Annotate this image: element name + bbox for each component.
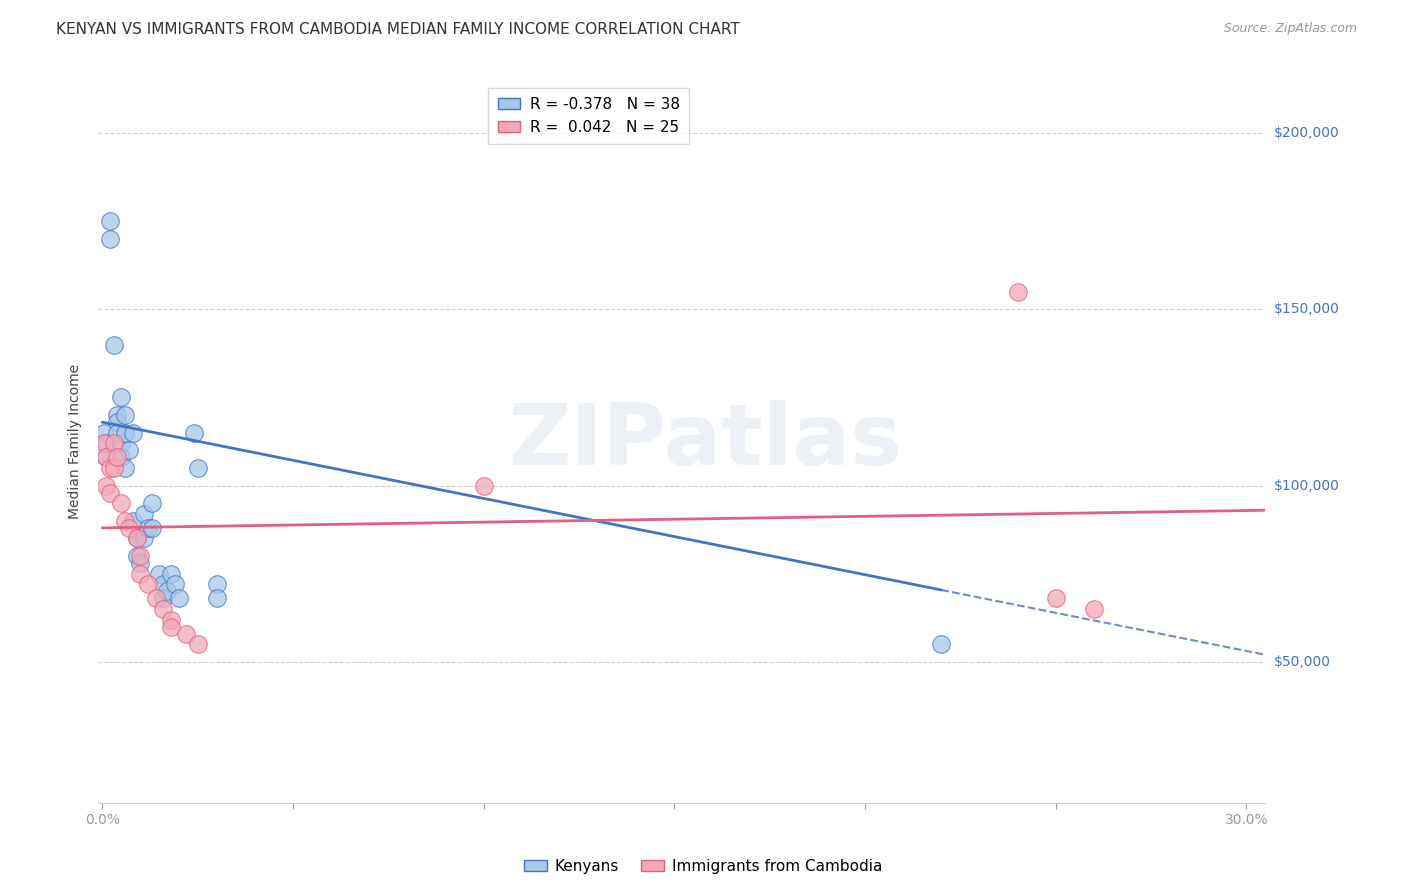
Point — [152, 591, 174, 606]
Point — [1083, 602, 1105, 616]
Text: $150,000: $150,000 — [1274, 302, 1340, 317]
Point — [160, 613, 183, 627]
Point — [107, 425, 129, 440]
Point — [183, 425, 205, 440]
Point — [136, 521, 159, 535]
Point — [160, 566, 183, 581]
Point — [107, 450, 129, 465]
Point — [145, 591, 167, 606]
Point — [94, 450, 117, 465]
Y-axis label: Median Family Income: Median Family Income — [69, 364, 83, 519]
Text: $100,000: $100,000 — [1274, 479, 1340, 492]
Point — [114, 425, 136, 440]
Point — [125, 549, 148, 563]
Point — [205, 591, 228, 606]
Point — [94, 478, 117, 492]
Point — [167, 591, 190, 606]
Point — [205, 577, 228, 591]
Point — [125, 532, 148, 546]
Point — [114, 514, 136, 528]
Point — [110, 450, 132, 465]
Point — [94, 436, 117, 450]
Legend: Kenyans, Immigrants from Cambodia: Kenyans, Immigrants from Cambodia — [517, 853, 889, 880]
Point — [107, 408, 129, 422]
Point — [129, 556, 152, 570]
Point — [114, 461, 136, 475]
Text: $200,000: $200,000 — [1274, 126, 1340, 140]
Point — [103, 436, 125, 450]
Point — [163, 577, 186, 591]
Point — [152, 602, 174, 616]
Point — [98, 461, 121, 475]
Point — [118, 443, 141, 458]
Point — [187, 461, 209, 475]
Point — [110, 496, 132, 510]
Point — [103, 337, 125, 351]
Point — [93, 425, 115, 440]
Point — [472, 478, 495, 492]
Point — [174, 626, 197, 640]
Point — [141, 496, 163, 510]
Point — [93, 436, 115, 450]
Point — [107, 415, 129, 429]
Point — [136, 577, 159, 591]
Legend: R = -0.378   N = 38, R =  0.042   N = 25: R = -0.378 N = 38, R = 0.042 N = 25 — [488, 88, 689, 144]
Point — [110, 391, 132, 405]
Point — [929, 637, 952, 651]
Point — [98, 214, 121, 228]
Point — [152, 577, 174, 591]
Point — [129, 549, 152, 563]
Point — [187, 637, 209, 651]
Point — [134, 532, 156, 546]
Point — [125, 532, 148, 546]
Point — [1007, 285, 1029, 299]
Point — [121, 514, 143, 528]
Point — [129, 566, 152, 581]
Point — [141, 521, 163, 535]
Point — [98, 485, 121, 500]
Point — [134, 507, 156, 521]
Point — [156, 584, 179, 599]
Text: ZIPatlas: ZIPatlas — [509, 400, 903, 483]
Text: KENYAN VS IMMIGRANTS FROM CAMBODIA MEDIAN FAMILY INCOME CORRELATION CHART: KENYAN VS IMMIGRANTS FROM CAMBODIA MEDIA… — [56, 22, 740, 37]
Text: Source: ZipAtlas.com: Source: ZipAtlas.com — [1223, 22, 1357, 36]
Point — [114, 408, 136, 422]
Point — [103, 461, 125, 475]
Point — [94, 450, 117, 465]
Point — [98, 232, 121, 246]
Point — [118, 521, 141, 535]
Point — [110, 436, 132, 450]
Point — [160, 619, 183, 633]
Point — [1045, 591, 1067, 606]
Point — [148, 566, 170, 581]
Text: $50,000: $50,000 — [1274, 655, 1330, 669]
Point — [121, 425, 143, 440]
